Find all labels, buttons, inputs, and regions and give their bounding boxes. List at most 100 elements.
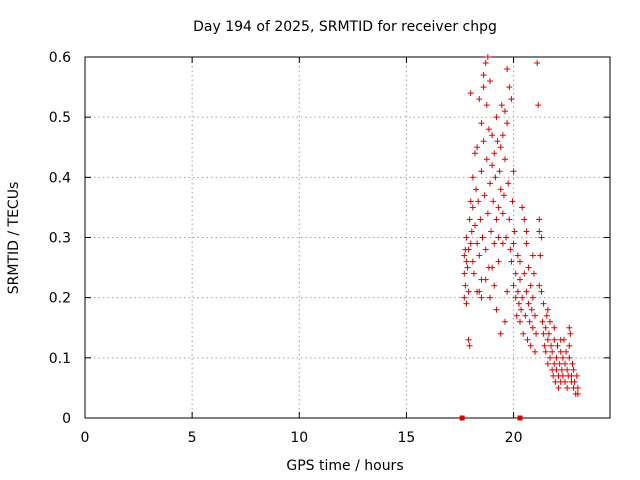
y-axis-label: SRMTID / TECUs — [6, 182, 22, 295]
data-point — [532, 312, 538, 319]
data-point — [465, 246, 472, 253]
data-point — [513, 312, 520, 319]
data-point — [529, 294, 536, 301]
baseline-markers — [459, 415, 523, 421]
data-point — [474, 144, 481, 151]
data-point — [495, 234, 502, 241]
data-point — [474, 240, 481, 247]
data-point — [547, 354, 553, 361]
data-point — [529, 324, 536, 331]
data-point — [463, 300, 470, 307]
data-point — [476, 288, 483, 295]
data-point — [555, 384, 562, 391]
data-point — [478, 168, 485, 175]
data-point — [500, 192, 507, 199]
data-point — [473, 186, 480, 193]
data-point — [465, 288, 472, 295]
data-point — [503, 234, 510, 241]
data-point — [478, 294, 485, 301]
data-point — [566, 324, 573, 331]
data-point — [544, 336, 551, 343]
x-axis-label: GPS time / hours — [286, 458, 403, 474]
data-point — [554, 342, 561, 349]
data-point — [478, 120, 485, 127]
data-point — [469, 174, 476, 181]
data-point — [463, 258, 470, 265]
data-point — [495, 258, 502, 265]
data-point — [538, 234, 545, 241]
data-points — [461, 54, 581, 397]
data-point — [553, 366, 560, 373]
data-point — [527, 282, 534, 289]
x-tick-label: 0 — [81, 430, 90, 446]
data-point — [567, 330, 574, 337]
y-tick-label: 0 — [62, 411, 71, 427]
data-point — [507, 246, 514, 253]
data-point — [483, 102, 490, 109]
data-point — [502, 318, 508, 325]
data-point — [461, 252, 468, 259]
y-tick-label: 0.5 — [49, 110, 71, 126]
data-point — [477, 216, 484, 223]
data-point — [491, 240, 498, 247]
data-point — [527, 342, 534, 349]
data-point — [509, 198, 516, 205]
data-point — [484, 210, 491, 217]
data-point — [536, 216, 543, 223]
data-point — [538, 288, 545, 295]
data-point — [526, 318, 533, 325]
data-point — [523, 240, 530, 247]
data-point — [542, 348, 549, 355]
data-point — [563, 348, 570, 355]
data-point — [497, 330, 504, 337]
data-point — [571, 378, 578, 385]
data-point — [492, 174, 499, 181]
data-point — [511, 228, 518, 235]
data-point — [506, 84, 513, 91]
data-point — [532, 348, 538, 355]
data-point — [566, 354, 573, 361]
data-point — [461, 294, 468, 301]
y-tick-label: 0.2 — [49, 291, 71, 307]
data-point — [550, 372, 557, 379]
data-point — [537, 252, 544, 259]
data-point — [462, 282, 469, 289]
data-point — [539, 318, 546, 325]
y-tick-labels: 0 0.1 0.2 0.3 0.4 0.5 0.6 — [49, 50, 71, 427]
data-point — [487, 180, 493, 187]
data-point — [504, 288, 511, 295]
data-point — [483, 156, 490, 163]
data-point — [551, 336, 558, 343]
data-point — [512, 294, 519, 301]
data-point — [519, 294, 526, 301]
data-point — [564, 384, 571, 391]
data-point — [493, 114, 500, 121]
data-point — [534, 60, 541, 67]
data-point — [568, 372, 575, 379]
data-point — [475, 198, 482, 205]
data-point — [551, 360, 558, 367]
data-point — [569, 360, 576, 367]
data-point — [467, 198, 474, 205]
data-point — [557, 348, 564, 355]
data-point — [517, 276, 523, 283]
data-point — [515, 300, 522, 307]
data-point — [467, 90, 474, 97]
data-point — [479, 234, 486, 241]
data-point — [508, 96, 515, 103]
data-point — [504, 66, 511, 73]
data-point — [482, 246, 489, 253]
data-point — [544, 306, 551, 313]
data-point — [574, 384, 581, 391]
data-point — [496, 168, 503, 175]
data-point — [525, 264, 532, 271]
data-point — [494, 138, 501, 145]
data-point — [497, 144, 504, 151]
data-point — [490, 198, 497, 205]
data-point — [484, 54, 491, 60]
baseline-marker — [459, 415, 465, 421]
data-point — [536, 282, 543, 289]
data-point — [463, 234, 470, 241]
data-point — [541, 342, 548, 349]
